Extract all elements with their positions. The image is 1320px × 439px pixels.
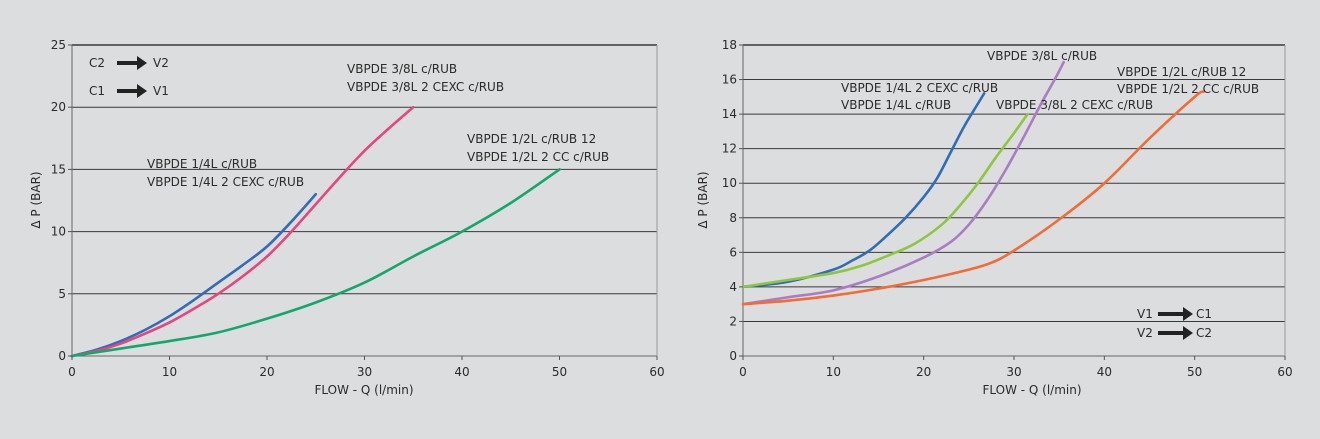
series-label: VBPDE 1/4L 2 CEXC c/RUB [841, 81, 998, 95]
flow-from-label: C1 [89, 84, 105, 98]
series-line [70, 105, 415, 358]
x-tick-label: 10 [826, 365, 841, 379]
x-tick-label: 60 [1277, 365, 1292, 379]
series-line [741, 60, 1065, 306]
arrow-icon [1158, 307, 1193, 321]
arrow-icon [117, 84, 147, 98]
x-tick-label: 20 [259, 365, 274, 379]
y-tick-label: 10 [51, 225, 66, 239]
series-label: VBPDE 3/8L c/RUB [987, 49, 1097, 63]
y-tick-label: 15 [51, 162, 66, 176]
x-axis-title: FLOW - Q (l/min) [314, 383, 413, 397]
series-label: VBPDE 3/8L c/RUB [347, 62, 457, 76]
series-label: VBPDE 1/4L 2 CEXC c/RUB [147, 175, 304, 189]
series-label: VBPDE 1/2L 2 CC c/RUB [1117, 82, 1259, 96]
flow-from-label: C2 [89, 56, 105, 70]
y-tick-label: 16 [722, 73, 737, 87]
flow-to-label: V1 [153, 84, 169, 98]
y-tick-label: 2 [729, 314, 737, 328]
series-line [70, 168, 561, 358]
y-tick-label: 18 [722, 38, 737, 52]
series-label: VBPDE 1/4L c/RUB [841, 98, 951, 112]
y-axis-title: Δ P (BAR) [29, 171, 43, 228]
y-tick-label: 25 [51, 38, 66, 52]
x-tick-label: 0 [68, 365, 76, 379]
series-label: VBPDE 3/8L 2 CEXC c/RUB [347, 80, 504, 94]
y-tick-label: 12 [722, 142, 737, 156]
series-label: VBPDE 1/4L c/RUB [147, 157, 257, 171]
x-tick-label: 50 [552, 365, 567, 379]
y-tick-label: 0 [729, 349, 737, 363]
series-label: VBPDE 1/2L c/RUB 12 [467, 132, 596, 146]
flow-to-label: C1 [1196, 307, 1212, 321]
y-axis-title: Δ P (BAR) [696, 171, 710, 228]
y-tick-label: 0 [58, 349, 66, 363]
series-line [741, 92, 986, 289]
flow-to-label: C2 [1196, 326, 1212, 340]
chart-right: 0 2 4 6 8 10 12 14 16 18 0 10 20 30 40 50 60 FLOW - Q (l… [696, 38, 1293, 397]
y-tick-label: 5 [58, 287, 66, 301]
y-tick-label: 4 [729, 280, 737, 294]
x-tick-label: 10 [162, 365, 177, 379]
x-tick-label: 40 [454, 365, 469, 379]
x-tick-label: 40 [1097, 365, 1112, 379]
y-tick-label: 6 [729, 245, 737, 259]
series-line [741, 112, 1029, 289]
flow-from-label: V1 [1137, 307, 1153, 321]
y-tick-label: 8 [729, 211, 737, 225]
x-axis-title: FLOW - Q (l/min) [982, 383, 1081, 397]
arrow-icon [1158, 326, 1193, 340]
y-tick-label: 10 [722, 176, 737, 190]
x-tick-label: 50 [1187, 365, 1202, 379]
x-tick-label: 30 [1006, 365, 1021, 379]
arrow-icon [117, 56, 147, 70]
series-label: VBPDE 1/2L c/RUB 12 [1117, 65, 1246, 79]
x-tick-label: 20 [916, 365, 931, 379]
series-line [70, 192, 318, 358]
x-tick-label: 0 [739, 365, 747, 379]
flow-from-label: V2 [1137, 326, 1153, 340]
y-tick-label: 20 [51, 100, 66, 114]
series-label: VBPDE 3/8L 2 CEXC c/RUB [996, 98, 1153, 112]
series-label: VBPDE 1/2L 2 CC c/RUB [467, 150, 609, 164]
x-tick-label: 60 [649, 365, 664, 379]
series-line [741, 90, 1205, 306]
y-tick-label: 14 [722, 107, 737, 121]
chart-left: 0 5 10 15 20 25 0 10 20 30 40 50 60 FLOW - Q (l/min)… [29, 38, 665, 397]
flow-to-label: V2 [153, 56, 169, 70]
x-tick-label: 30 [357, 365, 372, 379]
